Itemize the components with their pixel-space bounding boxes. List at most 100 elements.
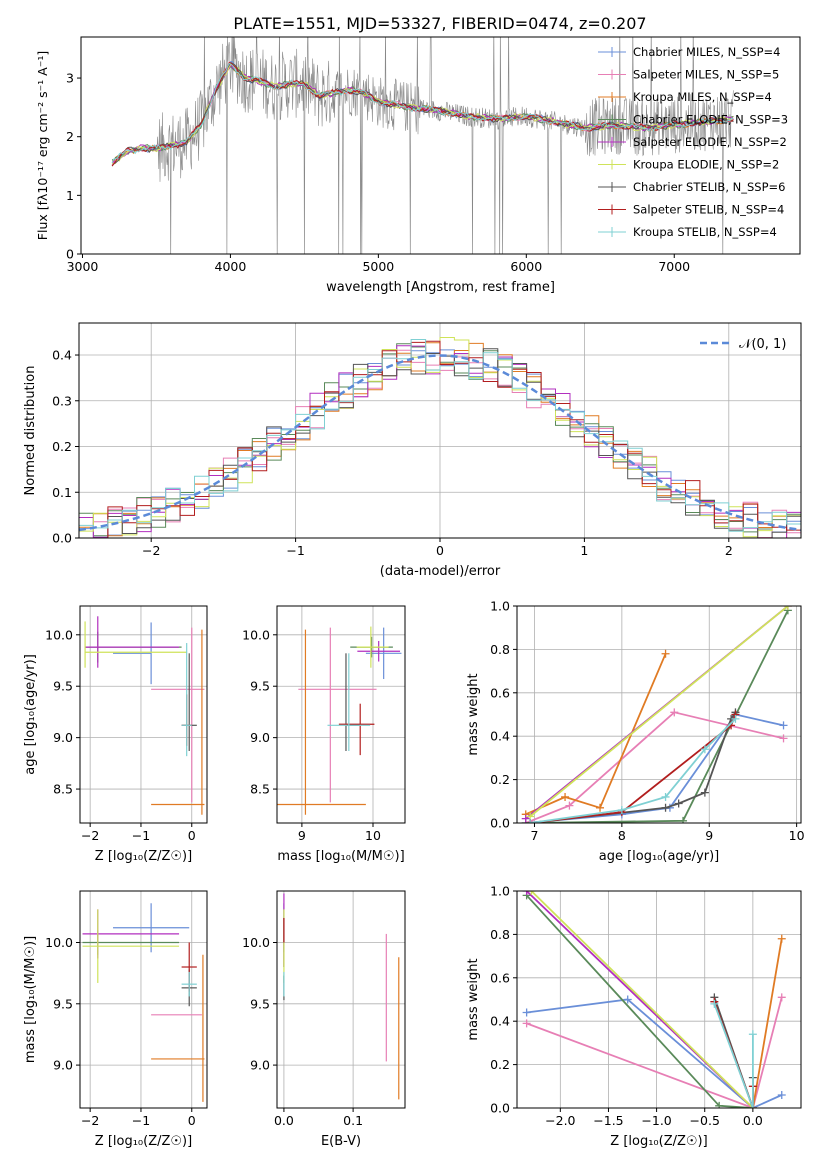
x-axis-label: E(B-V) [321, 1134, 361, 1149]
y-tick-label: 9.0 [53, 1058, 73, 1073]
axes-frame [516, 890, 802, 1109]
x-tick-label: 4000 [215, 259, 247, 274]
weight-marker [777, 1090, 786, 1099]
legend-label: Kroupa MILES, N_SSP=4 [633, 90, 772, 104]
x-axis-label: (data-model)/error [380, 564, 501, 579]
x-tick-label: 7 [531, 828, 539, 843]
x-tick-label: −1 [132, 828, 150, 843]
weight-marker [748, 1030, 757, 1039]
model-line [111, 61, 734, 167]
y-tick-label: 0.4 [52, 348, 72, 363]
weight-marker [522, 1008, 531, 1017]
x-tick-label: −1.0 [641, 1113, 671, 1128]
y-tick-label: 1.0 [490, 884, 510, 899]
y-tick-label: 0.2 [52, 439, 72, 454]
y-tick-label: 0.6 [490, 970, 510, 985]
weight-marker [674, 799, 683, 808]
axes-frame [80, 36, 801, 255]
y-tick-label: 0.4 [490, 729, 510, 744]
weight-marker [565, 801, 574, 810]
y-tick-label: 10.0 [242, 935, 270, 950]
y-tick-label: 9.5 [250, 679, 270, 694]
y-tick-label: 10.0 [45, 935, 73, 950]
y-axis-label: age [log₁₀(age/yr)] [23, 654, 38, 775]
y-tick-label: 8.5 [53, 782, 73, 797]
plot-area [277, 626, 402, 815]
axes: 7 8 9 10 0.0 0.2 0.4 0.6 0.8 1.0 age [log₁₀(age/yr… [466, 599, 805, 865]
x-tick-label: 5000 [362, 259, 394, 274]
x-tick-label: 1 [580, 543, 588, 558]
weight-marker [779, 734, 788, 743]
y-tick-label: 0.0 [490, 1101, 510, 1116]
y-tick-label: 0.2 [490, 1057, 510, 1072]
x-tick-label: 8 [618, 828, 626, 843]
error-bar-point [345, 653, 361, 752]
error-bar-point [113, 903, 190, 953]
x-axis-label: Z [log₁₀(Z/Z☉)] [95, 1134, 192, 1149]
normal-curve-line [79, 354, 801, 532]
weight-marker [777, 934, 786, 943]
x-tick-label: −2 [81, 1113, 99, 1128]
x-tick-label: −2 [142, 543, 160, 558]
y-tick-label: 10.0 [45, 627, 73, 642]
legend-label: Kroupa STELIB, N_SSP=4 [633, 225, 777, 239]
weight-marker [700, 788, 709, 797]
x-tick-label: 0.0 [274, 1113, 294, 1128]
axes: −2 −1 0 8.5 9.0 9.5 10.0 Z [log₁₀(Z/Z☉)] age [lo… [23, 605, 208, 864]
weight-marker [617, 805, 626, 814]
weight-line [525, 653, 667, 816]
weight-vs-metallicity-chart: −2.0 −1.5 −1.0 −0.5 0.0 0.0 0.2 0.4 0.6 0.8 1.0 Z [… [466, 884, 802, 1149]
grid [517, 605, 801, 824]
spectrum-chart: 3000 4000 5000 6000 7000 0 1 2 3 wavelength [Angs… [35, 36, 801, 295]
y-tick-label: 8.5 [250, 782, 270, 797]
weight-marker [661, 803, 670, 812]
y-tick-label: 0.4 [490, 1014, 510, 1029]
x-tick-label: −1.5 [593, 1113, 623, 1128]
y-tick-label: 9.5 [53, 679, 73, 694]
grid [80, 891, 207, 1108]
error-bar-point [298, 627, 377, 803]
weight-line [529, 711, 737, 823]
y-axis-label: Flux [fλ10⁻¹⁷ erg cm⁻² s⁻¹ A⁻¹] [35, 51, 50, 240]
y-tick-label: 0.1 [52, 485, 72, 500]
error-bar-point [181, 653, 197, 752]
legend: 𝒩(0, 1) [700, 337, 786, 352]
weight-marker [700, 745, 709, 754]
x-axis-label: Z [log₁₀(Z/Z☉)] [610, 1134, 707, 1149]
weight-marker [731, 714, 740, 723]
y-tick-label: 0.3 [52, 393, 72, 408]
y-tick-label: 10.0 [242, 627, 270, 642]
error-bar-point [338, 703, 375, 756]
weight-line [530, 891, 754, 1108]
y-axis-label: mass weight [466, 673, 481, 755]
error-bar-point [277, 629, 366, 815]
x-axis-label: mass [log₁₀(M/M☉)] [277, 849, 404, 864]
x-tick-label: 9 [705, 828, 713, 843]
y-tick-label: 9.5 [250, 996, 270, 1011]
weight-marker [522, 891, 531, 895]
y-tick-label: 0.6 [490, 685, 510, 700]
legend-label: Chabrier MILES, N_SSP=4 [633, 45, 780, 59]
y-tick-label: 0.2 [490, 772, 510, 787]
axes: −2.0 −1.5 −1.0 −0.5 0.0 0.0 0.2 0.4 0.6 0.8 1.0 Z [… [466, 884, 802, 1149]
weight-line [526, 998, 783, 1108]
axes-frame [516, 605, 802, 824]
weight-line [526, 997, 783, 1108]
x-tick-label: 6000 [510, 259, 542, 274]
y-tick-label: 9.0 [250, 1058, 270, 1073]
residuals-histogram: −2 −1 0 1 2 0.0 0.1 0.2 0.3 0.4 (data-model)/error… [23, 322, 802, 579]
weight-marker [779, 721, 788, 730]
weight-marker [715, 1101, 724, 1108]
weight-vs-age-chart: 7 8 9 10 0.0 0.2 0.4 0.6 0.8 1.0 age [log₁₀(age/yr… [466, 599, 805, 865]
weight-marker [661, 649, 670, 658]
plot-area [522, 891, 786, 1108]
legend-label: Kroupa ELODIE, N_SSP=2 [633, 158, 779, 172]
y-axis-label: mass weight [466, 958, 481, 1040]
weight-marker [670, 708, 679, 717]
x-tick-label: 0 [188, 1113, 196, 1128]
weight-marker [679, 816, 688, 823]
weight-line [752, 938, 783, 1108]
weight-line [713, 1003, 754, 1108]
weight-marker [522, 1019, 531, 1028]
